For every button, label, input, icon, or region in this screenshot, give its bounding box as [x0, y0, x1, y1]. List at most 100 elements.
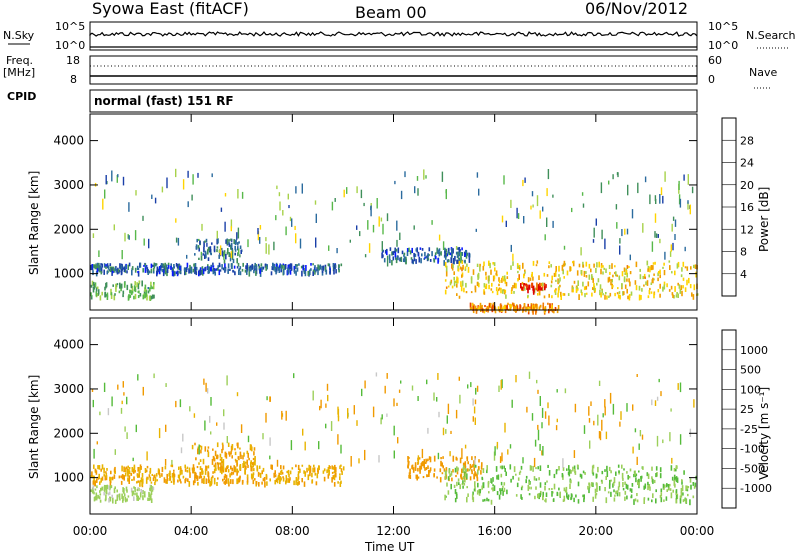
range-cell — [622, 482, 624, 488]
range-cell — [134, 281, 136, 286]
range-cell — [625, 270, 628, 275]
range-cell — [213, 464, 216, 468]
range-cell — [470, 276, 473, 280]
range-cell — [672, 489, 674, 493]
range-cell — [136, 282, 138, 288]
range-cell — [609, 292, 612, 297]
range-cell — [559, 491, 561, 497]
range-cell — [487, 498, 490, 502]
range-cell — [681, 480, 683, 485]
range-cell — [223, 409, 225, 417]
range-cell — [686, 485, 688, 490]
range-cell — [672, 216, 675, 221]
range-cell — [695, 271, 697, 278]
range-cell — [614, 494, 616, 497]
range-cell — [489, 262, 491, 269]
range-cell — [255, 265, 258, 271]
range-cell — [263, 477, 266, 481]
range-cell — [388, 254, 391, 260]
range-cell — [200, 251, 203, 255]
range-cell — [166, 270, 168, 277]
range-cell — [287, 264, 290, 269]
range-cell — [481, 462, 483, 467]
range-cell — [133, 466, 136, 472]
range-cell — [143, 264, 145, 267]
range-cell — [554, 307, 557, 311]
range-cell — [451, 285, 454, 289]
range-cell — [304, 270, 307, 277]
range-cell — [106, 294, 109, 298]
range-cell — [621, 464, 623, 469]
range-cell — [486, 469, 488, 474]
beam-title: Beam 00 — [355, 3, 427, 22]
range-cell — [162, 263, 165, 269]
range-cell — [572, 288, 574, 293]
range-cell — [532, 260, 535, 266]
range-cell — [622, 291, 624, 296]
range-cell — [265, 243, 267, 254]
range-cell — [164, 459, 167, 466]
range-cell — [316, 473, 319, 479]
range-cell — [174, 271, 176, 276]
range-cell — [497, 474, 500, 480]
range-cell — [401, 250, 404, 255]
range-cell — [188, 481, 191, 487]
range-cell — [439, 477, 442, 483]
range-cell — [114, 486, 116, 489]
range-cell — [532, 285, 535, 288]
range-cell — [194, 263, 197, 268]
range-cell — [485, 283, 488, 290]
range-cell — [666, 489, 668, 492]
range-cell — [476, 473, 478, 479]
range-cell — [537, 429, 540, 441]
range-cell — [227, 442, 230, 447]
range-cell — [556, 389, 558, 393]
range-cell — [588, 418, 591, 423]
nsearch-label: N.Search — [746, 29, 796, 42]
range-cell — [244, 468, 246, 475]
range-cell — [287, 268, 290, 275]
range-cell — [441, 462, 443, 467]
range-cell — [414, 186, 416, 194]
range-cell — [149, 467, 152, 473]
range-cell — [466, 486, 468, 489]
range-cell — [617, 464, 620, 468]
range-cell — [207, 249, 209, 255]
range-cell — [498, 287, 501, 290]
range-cell — [298, 263, 300, 266]
colorbar-tick-label: -1000 — [740, 482, 772, 495]
range-cell — [557, 292, 559, 298]
range-cell — [139, 467, 141, 473]
range-cell — [136, 498, 138, 501]
range-cell — [490, 269, 492, 275]
range-cell — [540, 282, 543, 287]
range-cell — [554, 289, 556, 293]
range-cell — [367, 220, 369, 230]
range-cell — [108, 485, 110, 490]
range-cell — [230, 263, 233, 269]
range-cell — [563, 245, 566, 250]
range-cell — [434, 252, 437, 255]
range-cell — [381, 414, 383, 420]
range-cell — [547, 402, 549, 409]
range-cell — [444, 289, 447, 295]
range-cell — [457, 257, 460, 260]
range-cell — [192, 174, 194, 185]
range-cell — [673, 479, 676, 486]
range-cell — [205, 382, 207, 392]
range-cell — [591, 469, 594, 474]
range-cell — [517, 278, 519, 282]
range-cell — [372, 406, 375, 418]
range-cell — [662, 439, 664, 444]
range-cell — [626, 484, 629, 490]
range-cell — [226, 239, 229, 245]
range-cell — [595, 483, 598, 486]
range-cell — [468, 257, 471, 263]
range-cell — [170, 265, 172, 270]
range-cell — [629, 254, 631, 261]
range-cell — [111, 170, 113, 182]
range-cell — [679, 495, 682, 501]
range-cell — [331, 201, 334, 211]
range-cell — [577, 481, 580, 487]
range-cell — [552, 194, 554, 198]
